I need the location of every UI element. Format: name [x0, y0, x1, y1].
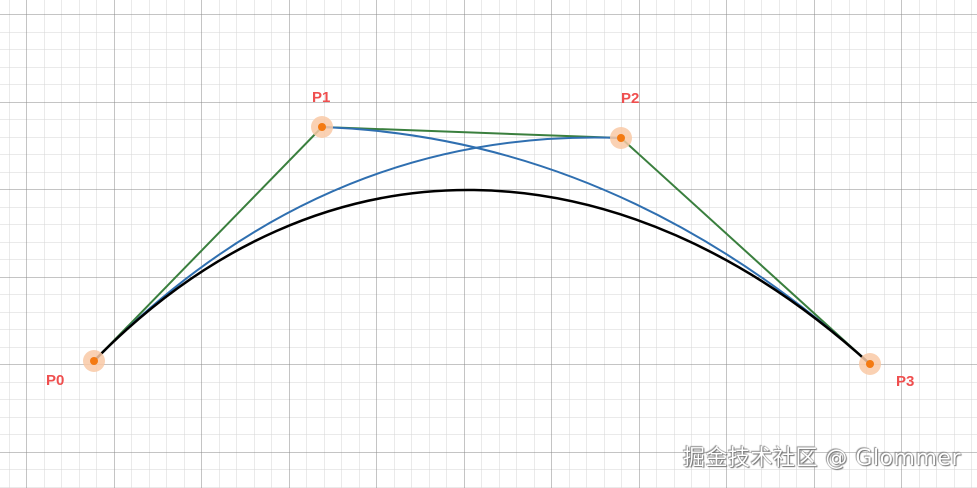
point-label-p0: P0: [46, 372, 64, 389]
point-label-p2: P2: [621, 90, 639, 107]
point-label-p1: P1: [312, 89, 330, 106]
control-point-p1[interactable]: [318, 123, 326, 131]
control-point-p2[interactable]: [617, 134, 625, 142]
cubic-bezier-curve: [93, 188, 871, 365]
point-label-p3: P3: [896, 373, 914, 390]
control-point-p0[interactable]: [90, 357, 98, 365]
control-point-p3[interactable]: [866, 360, 874, 368]
control-polygon: [93, 125, 871, 365]
quadratic-curve-p0-p2: [93, 136, 622, 362]
watermark: 掘金技术社区 @ Glommer: [682, 446, 961, 471]
